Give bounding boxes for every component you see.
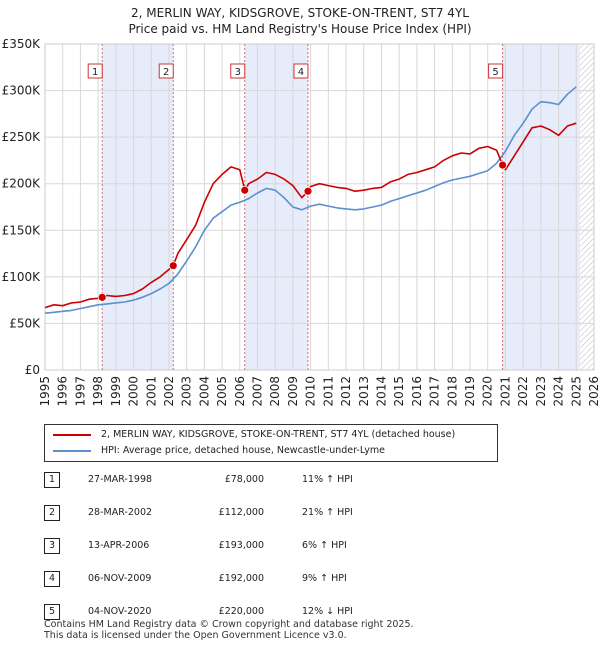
x-tick-label: 2007 <box>251 376 265 407</box>
table-row: 4 06-NOV-2009 £192,000 9% ↑ HPI <box>44 571 444 587</box>
x-tick-label: 1995 <box>38 376 52 407</box>
x-tick-label: 2015 <box>392 376 406 407</box>
y-tick-label: £350K <box>2 37 42 51</box>
x-tick-label: 2023 <box>534 376 548 407</box>
x-tick-label: 2012 <box>339 376 353 407</box>
y-tick-label: £250K <box>2 130 42 144</box>
chart-subtitle: Price paid vs. HM Land Registry's House … <box>128 22 471 36</box>
x-tick-label: 2018 <box>445 376 459 407</box>
transaction-price: £193,000 <box>218 540 264 551</box>
chart-title: 2, MERLIN WAY, KIDSGROVE, STOKE-ON-TRENT… <box>131 6 469 20</box>
x-tick-label: 2002 <box>162 376 176 407</box>
x-tick-label: 2000 <box>127 376 141 407</box>
x-tick-label: 1997 <box>73 376 87 407</box>
x-tick-label: 2017 <box>428 376 442 407</box>
transaction-number-badge: 4 <box>44 571 60 587</box>
footer-line-copyright: Contains HM Land Registry data © Crown c… <box>44 619 414 630</box>
x-tick-label: 2010 <box>304 376 318 407</box>
legend-swatch-hpi <box>53 449 91 452</box>
x-tick-label: 2021 <box>498 376 512 407</box>
transaction-hpi-diff: 12% ↓ HPI <box>302 606 353 617</box>
sale-point <box>97 292 107 302</box>
x-tick-label: 2024 <box>552 376 566 407</box>
sale-point <box>303 186 313 196</box>
footer-attribution: Contains HM Land Registry data © Crown c… <box>44 619 414 641</box>
transaction-price: £220,000 <box>218 606 264 617</box>
legend-label-hpi: HPI: Average price, detached house, Newc… <box>101 445 385 456</box>
transaction-price: £192,000 <box>218 573 264 584</box>
table-row: 1 27-MAR-1998 £78,000 11% ↑ HPI <box>44 472 444 488</box>
transaction-hpi-diff: 21% ↑ HPI <box>302 507 353 518</box>
y-tick-label: £200K <box>2 177 42 191</box>
y-tick-label: £150K <box>2 223 42 237</box>
sale-marker-label: 2 <box>163 67 169 78</box>
chart-legend: 2, MERLIN WAY, KIDSGROVE, STOKE-ON-TRENT… <box>44 424 498 462</box>
x-tick-label: 2025 <box>569 376 583 407</box>
legend-item-property: 2, MERLIN WAY, KIDSGROVE, STOKE-ON-TRENT… <box>53 428 455 442</box>
sale-marker-label: 1 <box>92 67 98 78</box>
x-tick-label: 2011 <box>321 376 335 407</box>
transaction-price: £112,000 <box>218 507 264 518</box>
table-row: 3 13-APR-2006 £193,000 6% ↑ HPI <box>44 538 444 554</box>
x-tick-label: 2008 <box>268 376 282 407</box>
x-tick-label: 1999 <box>109 376 123 407</box>
sale-marker-badge <box>87 63 103 79</box>
x-tick-label: 1996 <box>56 376 70 407</box>
ownership-period-shade <box>102 44 174 370</box>
x-tick-label: 2004 <box>197 376 211 407</box>
x-tick-label: 2013 <box>357 376 371 407</box>
ownership-period-shade <box>244 44 308 370</box>
table-row: 2 28-MAR-2002 £112,000 21% ↑ HPI <box>44 505 444 521</box>
y-tick-label: £100K <box>2 270 42 284</box>
forecast-hatch-region <box>579 44 594 370</box>
x-tick-label: 2006 <box>233 376 247 407</box>
sale-marker-label: 4 <box>298 67 304 78</box>
transaction-date: 13-APR-2006 <box>88 540 150 551</box>
sale-marker-badge <box>230 63 246 79</box>
transaction-price: £78,000 <box>224 474 264 485</box>
x-tick-label: 2022 <box>516 376 530 407</box>
table-row: 5 04-NOV-2020 £220,000 12% ↓ HPI <box>44 604 444 620</box>
y-tick-label: £0 <box>25 363 40 377</box>
sale-marker-badge <box>158 63 174 79</box>
sale-point <box>498 160 508 170</box>
sale-point <box>168 261 178 271</box>
transaction-date: 28-MAR-2002 <box>88 507 153 518</box>
footer-line-licence: This data is licensed under the Open Gov… <box>44 630 347 641</box>
x-tick-label: 2016 <box>410 376 424 407</box>
transaction-number-badge: 5 <box>44 604 60 620</box>
x-tick-label: 2005 <box>215 376 229 407</box>
x-tick-label: 2019 <box>463 376 477 407</box>
sale-marker-badge <box>488 63 504 79</box>
sale-point <box>240 185 250 195</box>
transaction-hpi-diff: 9% ↑ HPI <box>302 573 347 584</box>
x-tick-label: 2026 <box>587 376 600 407</box>
property-price-series-line <box>44 122 577 309</box>
transaction-date: 06-NOV-2009 <box>88 573 152 584</box>
sale-marker-badge <box>293 63 309 79</box>
legend-item-hpi: HPI: Average price, detached house, Newc… <box>53 444 385 458</box>
price-chart: 2, MERLIN WAY, KIDSGROVE, STOKE-ON-TRENT… <box>2 6 600 407</box>
sale-marker-label: 5 <box>492 67 498 78</box>
transaction-number-badge: 3 <box>44 538 60 554</box>
transaction-date: 27-MAR-1998 <box>88 474 153 485</box>
x-tick-label: 2001 <box>144 376 158 407</box>
plot-frame <box>44 43 595 371</box>
sale-marker-label: 3 <box>235 67 241 78</box>
y-tick-label: £300K <box>2 84 42 98</box>
x-tick-label: 2014 <box>374 376 388 407</box>
transaction-date: 04-NOV-2020 <box>88 606 152 617</box>
x-tick-label: 2009 <box>286 376 300 407</box>
legend-label-property: 2, MERLIN WAY, KIDSGROVE, STOKE-ON-TRENT… <box>101 429 456 440</box>
transaction-hpi-diff: 6% ↑ HPI <box>302 540 347 551</box>
x-tick-label: 2020 <box>481 376 495 407</box>
x-tick-label: 2003 <box>180 376 194 407</box>
legend-swatch-property <box>53 433 91 436</box>
hpi-series-line <box>44 86 577 314</box>
x-tick-label: 1998 <box>91 376 105 407</box>
transaction-hpi-diff: 11% ↑ HPI <box>302 474 353 485</box>
y-tick-label: £50K <box>9 316 41 330</box>
transaction-number-badge: 2 <box>44 505 60 521</box>
transaction-number-badge: 1 <box>44 472 60 488</box>
